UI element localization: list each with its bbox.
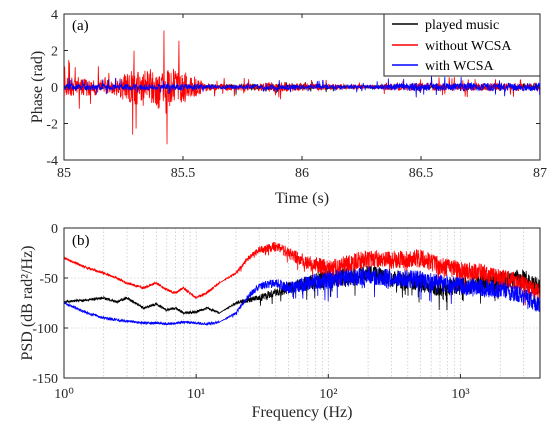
panel-b-x-axis-label: Frequency (Hz) — [252, 404, 353, 421]
panel-b-x-tick-label: 10³ — [451, 387, 469, 402]
panel-b-y-tick-label: -150 — [32, 372, 58, 387]
panel-b-x-tick-label: 10² — [319, 387, 337, 402]
panel-b-x-ticks: 10⁰ 10¹ 10² 10³ — [54, 374, 470, 402]
panel-a-y-tick-label: 4 — [51, 8, 58, 23]
panel-a-y-tick-label: 2 — [51, 45, 58, 60]
panel-b-tag: (b) — [72, 233, 90, 249]
panel-a-x-ticks: 85 85.5 86 86.5 87 — [57, 14, 547, 181]
panel-b: 10⁰ 10¹ 10² 10³ -150 -100 -50 0 (b) Frequency … — [19, 222, 541, 421]
psd-series-without-wcsa — [64, 241, 540, 306]
legend-label-without-wcsa: without WCSA — [425, 39, 512, 54]
panel-a: 85 85.5 86 86.5 87 -4 -2 0 2 4 (a) Time (s) Phas… — [29, 8, 547, 207]
panel-b-y-tick-label: -100 — [32, 322, 58, 337]
series-with-wcsa — [64, 76, 540, 98]
panel-b-series — [64, 241, 540, 327]
panel-a-x-tick-label: 86 — [295, 166, 309, 181]
panel-a-x-tick-label: 87 — [533, 166, 547, 181]
legend: played music without WCSA with WCSA — [383, 13, 541, 77]
panel-a-y-axis-label: Phase (rad) — [29, 51, 46, 123]
panel-a-x-tick-label: 85.5 — [171, 166, 196, 181]
panel-a-y-ticks: -4 -2 0 2 4 — [46, 8, 540, 169]
panel-b-y-tick-label: -50 — [39, 272, 58, 287]
panel-a-y-tick-label: -2 — [46, 118, 58, 133]
panel-b-y-ticks: -150 -100 -50 0 — [32, 222, 68, 387]
panel-b-y-axis-label: PSD (dB rad²/Hz) — [19, 245, 36, 360]
legend-label-played-music: played music — [425, 18, 499, 33]
panel-a-x-axis-label: Time (s) — [275, 190, 329, 207]
panel-a-x-tick-label: 86.5 — [409, 166, 434, 181]
panel-b-x-tick-label: 10¹ — [187, 387, 205, 402]
panel-a-series — [64, 30, 540, 145]
panel-a-tag: (a) — [72, 18, 89, 34]
panel-a-y-tick-label: -4 — [46, 154, 58, 169]
psd-series-with-wcsa — [64, 266, 540, 327]
panel-b-border — [63, 227, 541, 379]
panel-a-y-tick-label: 0 — [51, 81, 58, 96]
panel-b-x-tick-label: 10⁰ — [54, 387, 74, 402]
panel-b-y-tick-label: 0 — [51, 222, 58, 237]
panel-a-x-tick-label: 85 — [57, 166, 71, 181]
legend-label-with-wcsa: with WCSA — [425, 59, 494, 74]
